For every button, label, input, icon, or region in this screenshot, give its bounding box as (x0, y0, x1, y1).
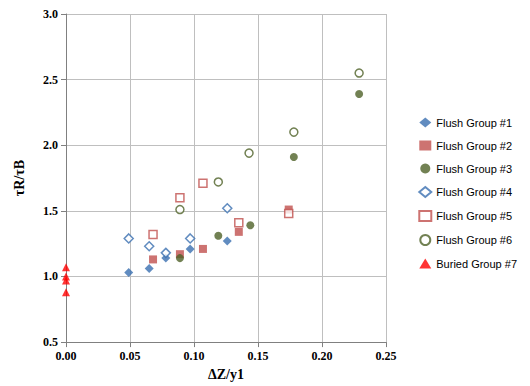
svg-text:0.05: 0.05 (120, 349, 141, 363)
svg-text:τR/τB: τR/τB (12, 160, 27, 196)
svg-text:1.0: 1.0 (43, 269, 58, 283)
svg-text:0.20: 0.20 (312, 349, 333, 363)
svg-text:1.5: 1.5 (43, 204, 58, 218)
svg-text:Flush Group #1: Flush Group #1 (436, 117, 512, 129)
svg-text:Flush Group #6: Flush Group #6 (436, 234, 512, 246)
svg-text:Buried Group #7: Buried Group #7 (436, 258, 517, 270)
svg-text:Flush Group #5: Flush Group #5 (436, 210, 512, 222)
svg-text:0.5: 0.5 (43, 335, 58, 349)
svg-text:0.00: 0.00 (56, 349, 77, 363)
svg-text:0.10: 0.10 (184, 349, 205, 363)
svg-text:ΔZ/y1: ΔZ/y1 (208, 367, 244, 382)
svg-text:0.25: 0.25 (376, 349, 397, 363)
svg-text:3.0: 3.0 (43, 7, 58, 21)
svg-text:2.0: 2.0 (43, 138, 58, 152)
svg-text:2.5: 2.5 (43, 73, 58, 87)
svg-text:Flush Group #4: Flush Group #4 (436, 186, 512, 198)
svg-text:Flush Group #3: Flush Group #3 (436, 163, 512, 175)
svg-text:0.15: 0.15 (248, 349, 269, 363)
svg-text:Flush Group #2: Flush Group #2 (436, 140, 512, 152)
